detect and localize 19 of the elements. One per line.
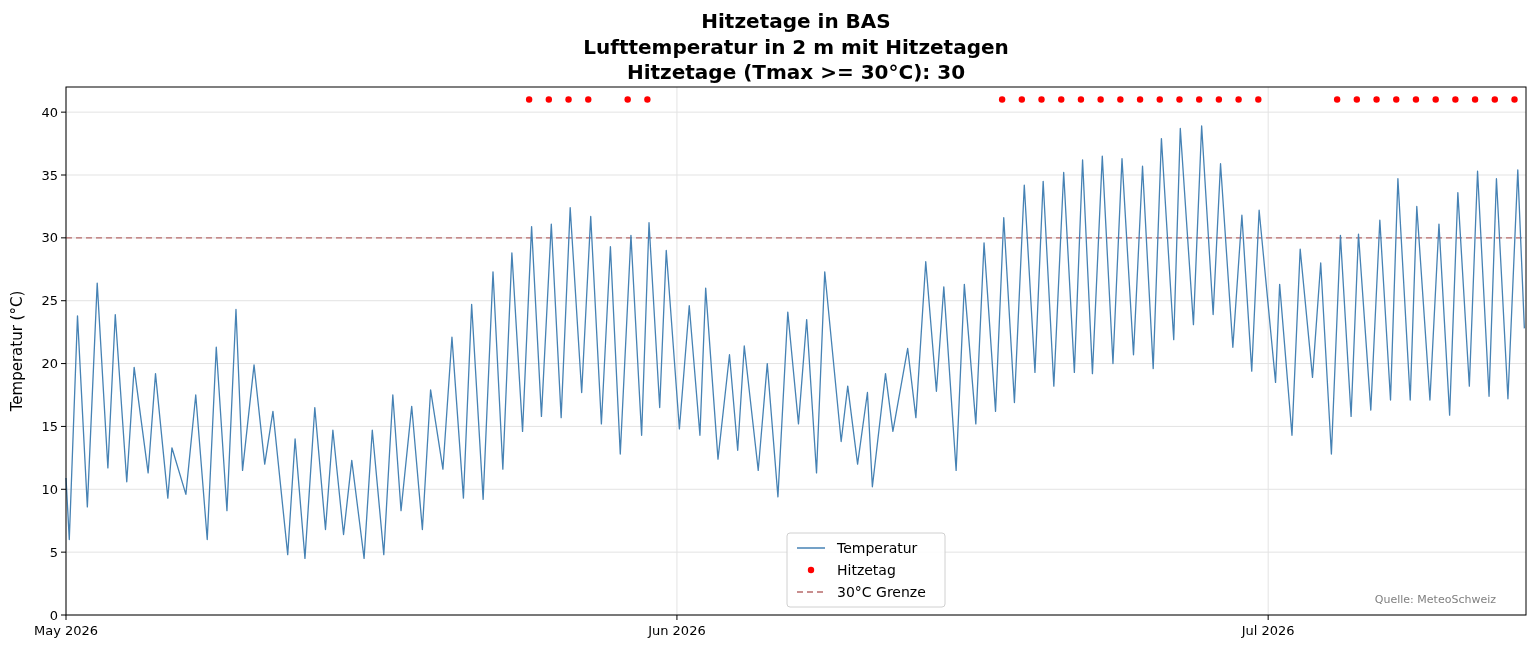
y-tick-label: 5 <box>49 544 58 560</box>
y-tick-label: 10 <box>41 481 58 497</box>
legend-label: Temperatur <box>836 539 918 556</box>
x-tick-label: Jul 2026 <box>1240 623 1295 638</box>
legend-label: 30°C Grenze <box>837 583 926 600</box>
y-tick-label: 0 <box>49 607 58 623</box>
legend-label: Hitzetag <box>837 561 896 578</box>
annotation: Quelle: MeteoSchweiz <box>1374 593 1497 606</box>
y-tick-label: 40 <box>41 104 58 120</box>
y-axis-title: Temperatur (°C) <box>8 290 26 413</box>
y-tick-label: 35 <box>41 167 58 183</box>
x-tick-label: Jun 2026 <box>647 623 706 638</box>
chart-title: Hitzetage in BAS Lufttemperatur in 2 m mit Hitzetagen Hitzetage (Tmax >= 30°C): 30 <box>583 9 1009 84</box>
y-tick-label: 25 <box>41 293 58 309</box>
y-tick-label: 15 <box>41 418 58 434</box>
y-tick-label: 30 <box>41 230 58 246</box>
x-tick-label: May 2026 <box>33 623 99 638</box>
y-tick-label: 20 <box>41 356 58 372</box>
line-series <box>65 125 1526 560</box>
